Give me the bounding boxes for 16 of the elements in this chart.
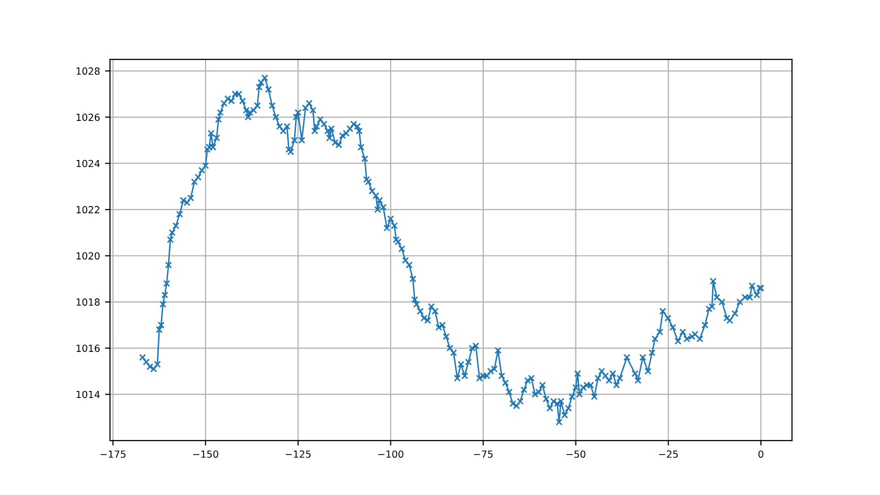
y-tick-label: 1022 (76, 206, 100, 214)
y-tick-label: 1014 (76, 390, 100, 398)
y-tick-label: 1018 (76, 298, 100, 306)
x-tick-label: −75 (474, 450, 493, 458)
x-tick-label: 0 (758, 450, 764, 458)
x-tick-label: −150 (193, 450, 218, 458)
x-tick-label: −125 (286, 450, 311, 458)
x-tick-label: −25 (659, 450, 678, 458)
x-tick-label: −100 (378, 450, 404, 458)
y-tick-label: 1020 (76, 252, 100, 260)
y-tick-label: 1028 (76, 67, 100, 75)
y-tick-label: 1024 (76, 160, 100, 168)
x-tick-label: −50 (566, 450, 586, 458)
y-tick-label: 1026 (76, 114, 100, 121)
y-tick-label: 1016 (76, 344, 100, 352)
x-tick-label: −175 (100, 450, 126, 458)
